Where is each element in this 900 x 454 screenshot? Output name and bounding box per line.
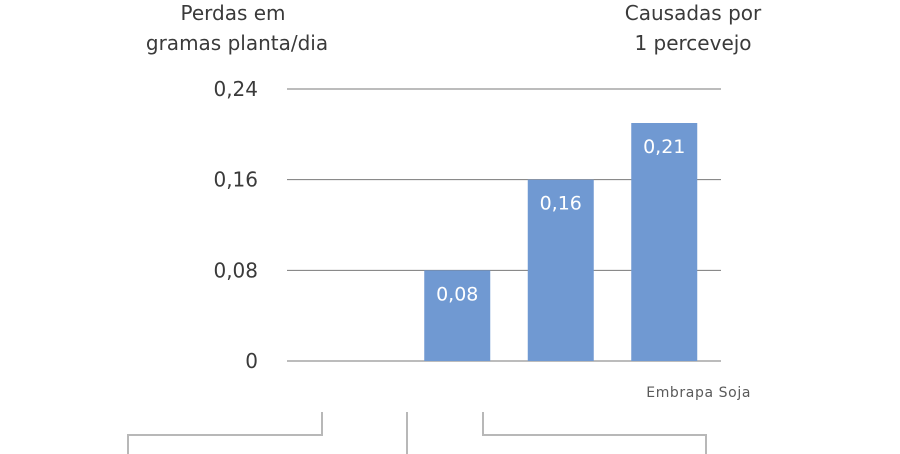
bar-data-label: 0,21 [643, 136, 685, 158]
y-tick-label: 0,16 [213, 168, 258, 192]
bars [424, 123, 698, 361]
y-tick-label: 0,08 [213, 258, 258, 282]
source-credit: Embrapa Soja [646, 385, 751, 401]
annotation: Causadas por 1 percevejo [625, 1, 762, 55]
bar-data-label: 0,08 [436, 283, 478, 305]
bar [424, 270, 491, 361]
bar [631, 123, 698, 361]
bracket-left [127, 412, 323, 454]
bar-data-labels: 0,08 0,16 0,21 [436, 136, 685, 305]
bar-data-label: 0,16 [540, 193, 582, 215]
category-brackets [127, 412, 707, 454]
y-axis-label-line-2: gramas planta/dia [146, 31, 328, 55]
y-tick-label: 0 [245, 349, 258, 373]
bar [527, 179, 594, 361]
bracket-right [482, 412, 707, 454]
y-axis-label-line-1: Perdas em [180, 1, 285, 25]
y-tick-label: 0,24 [213, 77, 258, 101]
annotation-line-2: 1 percevejo [634, 31, 751, 55]
y-axis-label: Perdas em gramas planta/dia [146, 1, 328, 55]
y-tick-labels: 0 0,08 0,16 0,24 [213, 77, 258, 373]
annotation-line-1: Causadas por [625, 1, 762, 25]
